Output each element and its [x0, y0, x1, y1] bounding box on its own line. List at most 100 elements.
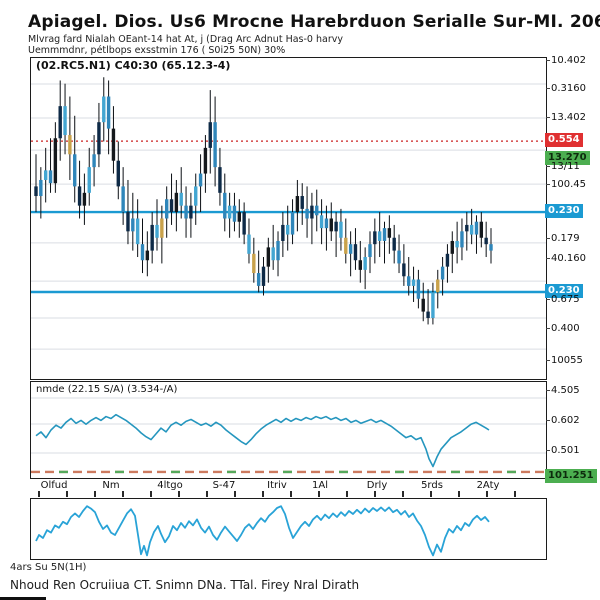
axis-price-label: 0.602 — [546, 414, 580, 427]
candle-body — [373, 231, 377, 245]
candle-body — [377, 231, 382, 241]
axis-price-label: 0.400 — [546, 322, 580, 335]
candle-body — [489, 244, 493, 251]
oscillator-panel — [30, 381, 547, 479]
candle-body — [363, 257, 367, 270]
candle-body — [416, 279, 421, 299]
candle-body — [232, 205, 237, 222]
x-axis-label: 1Al — [312, 480, 328, 491]
axis-price-label: 0.501 — [546, 444, 580, 457]
candle-body — [140, 244, 145, 261]
candle-body — [179, 192, 183, 206]
candle-body — [392, 237, 396, 251]
x-axis-label: S-47 — [212, 480, 236, 491]
main-chart-canvas — [31, 77, 546, 350]
candle-body — [82, 192, 87, 206]
axis-price-label: 0.179 — [546, 232, 580, 245]
candle-body — [474, 221, 479, 235]
candle-body — [111, 128, 116, 161]
subtitle-line-1: Mlvrag fard Nialah OEant-14 hat At, j (D… — [28, 34, 343, 45]
bottom-line-canvas — [35, 505, 490, 557]
candle-body — [387, 228, 392, 238]
candle-body — [34, 186, 38, 197]
candle-body — [286, 224, 290, 235]
oscillator-label: nmde (22.15 S/A) (3.534-/A) — [36, 384, 178, 395]
candle-body — [402, 263, 406, 277]
candle-body — [63, 106, 67, 136]
price-panel-legend: (02.RC5.N1) C40:30 (65.12.3-4) — [36, 59, 231, 72]
axis-price-label: 100.45 — [546, 178, 586, 191]
candle-body — [150, 224, 154, 251]
candle-body — [184, 205, 188, 219]
bottom-panel-label: 4ars Su 5N(1H) — [10, 562, 87, 573]
oscillator-canvas — [31, 397, 546, 474]
candle-body — [445, 253, 450, 267]
candle-body — [431, 292, 435, 319]
candle-body — [479, 221, 484, 238]
axis-price-label: 10055 — [546, 354, 583, 367]
x-axis-label: Nm — [102, 480, 120, 491]
candle-body — [194, 186, 198, 206]
candle-body — [382, 228, 387, 241]
candle-body — [198, 173, 203, 187]
candle-body — [450, 240, 454, 254]
candle-body — [189, 205, 193, 219]
bottom-line-panel — [30, 498, 547, 560]
axis-price-label: 10.402 — [546, 54, 586, 67]
candle-body — [208, 122, 212, 148]
candle-body — [436, 279, 440, 293]
candle-body — [465, 224, 469, 232]
candle-body — [145, 250, 150, 261]
axis-price-label: 13/11 — [546, 160, 580, 173]
candle-body — [329, 218, 333, 232]
candle-body — [421, 298, 425, 312]
candle-body — [295, 196, 300, 213]
candle-body — [116, 160, 120, 187]
axis-price-label: 0.675 — [546, 293, 580, 306]
candle-body — [102, 96, 106, 123]
candle-body — [218, 167, 222, 193]
price-panel — [30, 57, 547, 380]
candle-body — [106, 96, 111, 129]
x-axis-label: 4ltgo — [157, 480, 183, 491]
candle-body — [155, 224, 159, 238]
candle-body — [213, 122, 217, 168]
x-axis-label: 5rds — [421, 480, 443, 491]
candle-body — [48, 170, 53, 184]
candle-body — [319, 215, 324, 229]
candle-body — [43, 170, 48, 180]
candle-body — [174, 192, 179, 213]
candle-body — [135, 218, 140, 245]
x-axis-tick-row — [38, 491, 538, 497]
candle-body — [290, 212, 295, 235]
candle-body — [358, 260, 363, 270]
candle-body — [53, 138, 58, 184]
x-axis-label: Drly — [366, 480, 388, 491]
candle-body — [460, 231, 464, 248]
candle-body — [227, 205, 232, 219]
axis-price-label: 4.505 — [546, 384, 580, 397]
candle-body — [440, 266, 445, 280]
candle-body — [266, 247, 271, 267]
candle-body — [281, 224, 285, 241]
candle-body — [164, 199, 169, 219]
candle-body — [131, 218, 135, 232]
candle-body — [455, 240, 459, 248]
x-axis-label: 2Aty — [476, 480, 500, 491]
candle-body — [315, 205, 319, 216]
candle-body — [77, 186, 82, 206]
candle-body — [407, 276, 411, 286]
candle-body — [426, 311, 430, 319]
candle-body — [121, 186, 125, 213]
candle-body — [73, 154, 77, 187]
price-level-badge-blue: 0.230 — [545, 204, 583, 218]
candle-body — [334, 221, 338, 232]
candle-body — [397, 250, 401, 264]
x-axis-label: Olfud — [40, 480, 68, 491]
x-axis-label: Itriv — [267, 480, 287, 491]
candle-body — [160, 218, 164, 238]
page-title: Apiagel. Dios. Us6 Mrocne Harebrduon Ser… — [28, 12, 600, 32]
candle-body — [247, 234, 251, 254]
price-level-badge-green: 101.251 — [545, 469, 597, 483]
